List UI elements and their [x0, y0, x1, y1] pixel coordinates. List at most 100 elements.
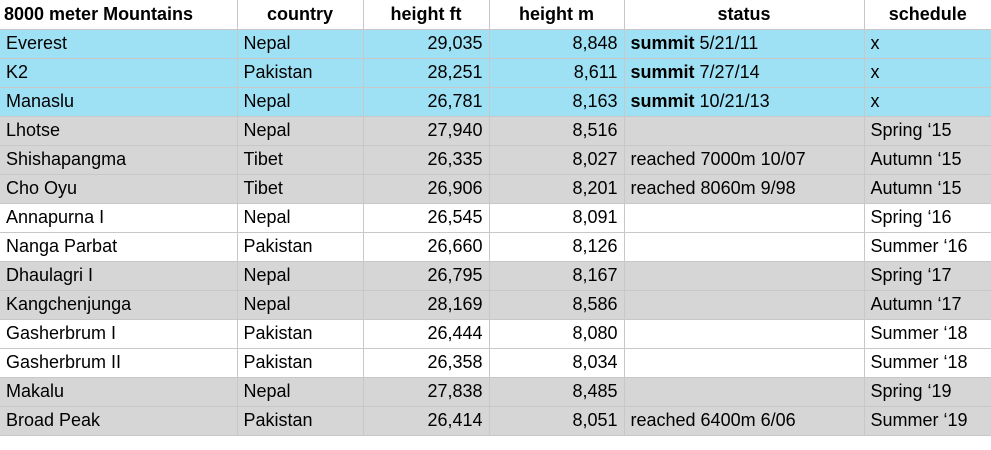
- height-ft-cell: 26,795: [363, 261, 490, 291]
- header-country: country: [237, 0, 364, 30]
- table-row: Dhaulagri I Nepal 26,795 8,167 Spring ‘17: [0, 261, 991, 291]
- country-cell: Tibet: [237, 174, 364, 204]
- height-m-cell: 8,051: [489, 406, 625, 436]
- schedule-cell: Summer ‘18: [864, 319, 991, 349]
- table-row: Shishapangma Tibet 26,335 8,027 reached 7000…: [0, 145, 991, 175]
- country-cell: Nepal: [237, 290, 364, 320]
- table-row: Manaslu Nepal 26,781 8,163 summit 10/21/13 x: [0, 87, 991, 117]
- mountain-name-cell: Cho Oyu: [0, 174, 238, 204]
- header-height-m: height m: [489, 0, 625, 30]
- status-cell: [624, 261, 865, 291]
- table-row: Kangchenjunga Nepal 28,169 8,586 Autumn ‘17: [0, 290, 991, 320]
- table-row: Everest Nepal 29,035 8,848 summit 5/21/11 x: [0, 29, 991, 59]
- schedule-cell: Summer ‘18: [864, 348, 991, 378]
- status-cell: [624, 348, 865, 378]
- table-row: Cho Oyu Tibet 26,906 8,201 reached 8060m 9/9…: [0, 174, 991, 204]
- schedule-cell: x: [864, 87, 991, 117]
- height-ft-cell: 26,545: [363, 203, 490, 233]
- height-m-cell: 8,091: [489, 203, 625, 233]
- status-summit-label: summit: [630, 91, 695, 111]
- height-m-cell: 8,126: [489, 232, 625, 262]
- status-cell: reached 8060m 9/98: [624, 174, 865, 204]
- mountain-name-cell: Makalu: [0, 377, 238, 407]
- mountain-name-cell: Everest: [0, 29, 238, 59]
- height-m-cell: 8,027: [489, 145, 625, 175]
- status-summit-label: summit: [630, 33, 695, 53]
- mountain-name-cell: Manaslu: [0, 87, 238, 117]
- schedule-cell: Spring ‘16: [864, 203, 991, 233]
- table-row: Gasherbrum I Pakistan 26,444 8,080 Summer ‘1…: [0, 319, 991, 349]
- country-cell: Tibet: [237, 145, 364, 175]
- country-cell: Pakistan: [237, 319, 364, 349]
- mountain-name-cell: Gasherbrum II: [0, 348, 238, 378]
- status-cell: summit 10/21/13: [624, 87, 865, 117]
- height-ft-cell: 28,169: [363, 290, 490, 320]
- mountains-table: 8000 meter Mountains country height ft h…: [0, 0, 991, 436]
- mountain-name-cell: Annapurna I: [0, 203, 238, 233]
- mountain-name-cell: Dhaulagri I: [0, 261, 238, 291]
- height-m-cell: 8,485: [489, 377, 625, 407]
- header-height-ft: height ft: [363, 0, 490, 30]
- country-cell: Nepal: [237, 87, 364, 117]
- height-m-cell: 8,848: [489, 29, 625, 59]
- status-cell: [624, 203, 865, 233]
- country-cell: Nepal: [237, 116, 364, 146]
- height-m-cell: 8,611: [489, 58, 625, 88]
- height-ft-cell: 26,444: [363, 319, 490, 349]
- status-cell: reached 7000m 10/07: [624, 145, 865, 175]
- schedule-cell: Summer ‘19: [864, 406, 991, 436]
- height-m-cell: 8,034: [489, 348, 625, 378]
- header-schedule: schedule: [864, 0, 991, 30]
- status-text: reached 6400m 6/06: [630, 410, 796, 430]
- status-cell: [624, 232, 865, 262]
- schedule-cell: Autumn ‘15: [864, 174, 991, 204]
- country-cell: Nepal: [237, 377, 364, 407]
- schedule-cell: Autumn ‘17: [864, 290, 991, 320]
- schedule-cell: Autumn ‘15: [864, 145, 991, 175]
- table-row: Broad Peak Pakistan 26,414 8,051 reached 640…: [0, 406, 991, 436]
- schedule-cell: Spring ‘15: [864, 116, 991, 146]
- country-cell: Pakistan: [237, 58, 364, 88]
- height-m-cell: 8,163: [489, 87, 625, 117]
- status-text: 5/21/11: [699, 33, 759, 53]
- height-m-cell: 8,080: [489, 319, 625, 349]
- country-cell: Nepal: [237, 203, 364, 233]
- height-ft-cell: 26,660: [363, 232, 490, 262]
- status-cell: summit 7/27/14: [624, 58, 865, 88]
- table-row: Annapurna I Nepal 26,545 8,091 Spring ‘16: [0, 203, 991, 233]
- status-text: reached 7000m 10/07: [630, 149, 806, 169]
- country-cell: Pakistan: [237, 232, 364, 262]
- mountain-name-cell: Broad Peak: [0, 406, 238, 436]
- status-cell: [624, 116, 865, 146]
- status-summit-label: summit: [630, 62, 695, 82]
- mountain-name-cell: Nanga Parbat: [0, 232, 238, 262]
- schedule-cell: Summer ‘16: [864, 232, 991, 262]
- schedule-cell: x: [864, 58, 991, 88]
- status-text: 7/27/14: [699, 62, 760, 82]
- header-mountains: 8000 meter Mountains: [0, 0, 238, 30]
- table-body: Everest Nepal 29,035 8,848 summit 5/21/11 x K2…: [0, 29, 991, 436]
- height-ft-cell: 26,335: [363, 145, 490, 175]
- mountain-name-cell: Lhotse: [0, 116, 238, 146]
- schedule-cell: Spring ‘17: [864, 261, 991, 291]
- height-ft-cell: 28,251: [363, 58, 490, 88]
- height-m-cell: 8,586: [489, 290, 625, 320]
- mountain-name-cell: Gasherbrum I: [0, 319, 238, 349]
- header-row: 8000 meter Mountains country height ft h…: [0, 0, 991, 30]
- status-text: reached 8060m 9/98: [630, 178, 796, 198]
- height-ft-cell: 29,035: [363, 29, 490, 59]
- table-header: 8000 meter Mountains country height ft h…: [0, 0, 991, 30]
- country-cell: Nepal: [237, 29, 364, 59]
- height-m-cell: 8,167: [489, 261, 625, 291]
- height-m-cell: 8,201: [489, 174, 625, 204]
- table-row: Nanga Parbat Pakistan 26,660 8,126 Summer ‘1…: [0, 232, 991, 262]
- height-ft-cell: 27,838: [363, 377, 490, 407]
- status-cell: reached 6400m 6/06: [624, 406, 865, 436]
- status-cell: [624, 319, 865, 349]
- header-status: status: [624, 0, 865, 30]
- mountain-name-cell: Shishapangma: [0, 145, 238, 175]
- height-ft-cell: 27,940: [363, 116, 490, 146]
- status-cell: summit 5/21/11: [624, 29, 865, 59]
- table-row: Gasherbrum II Pakistan 26,358 8,034 Summer ‘…: [0, 348, 991, 378]
- schedule-cell: Spring ‘19: [864, 377, 991, 407]
